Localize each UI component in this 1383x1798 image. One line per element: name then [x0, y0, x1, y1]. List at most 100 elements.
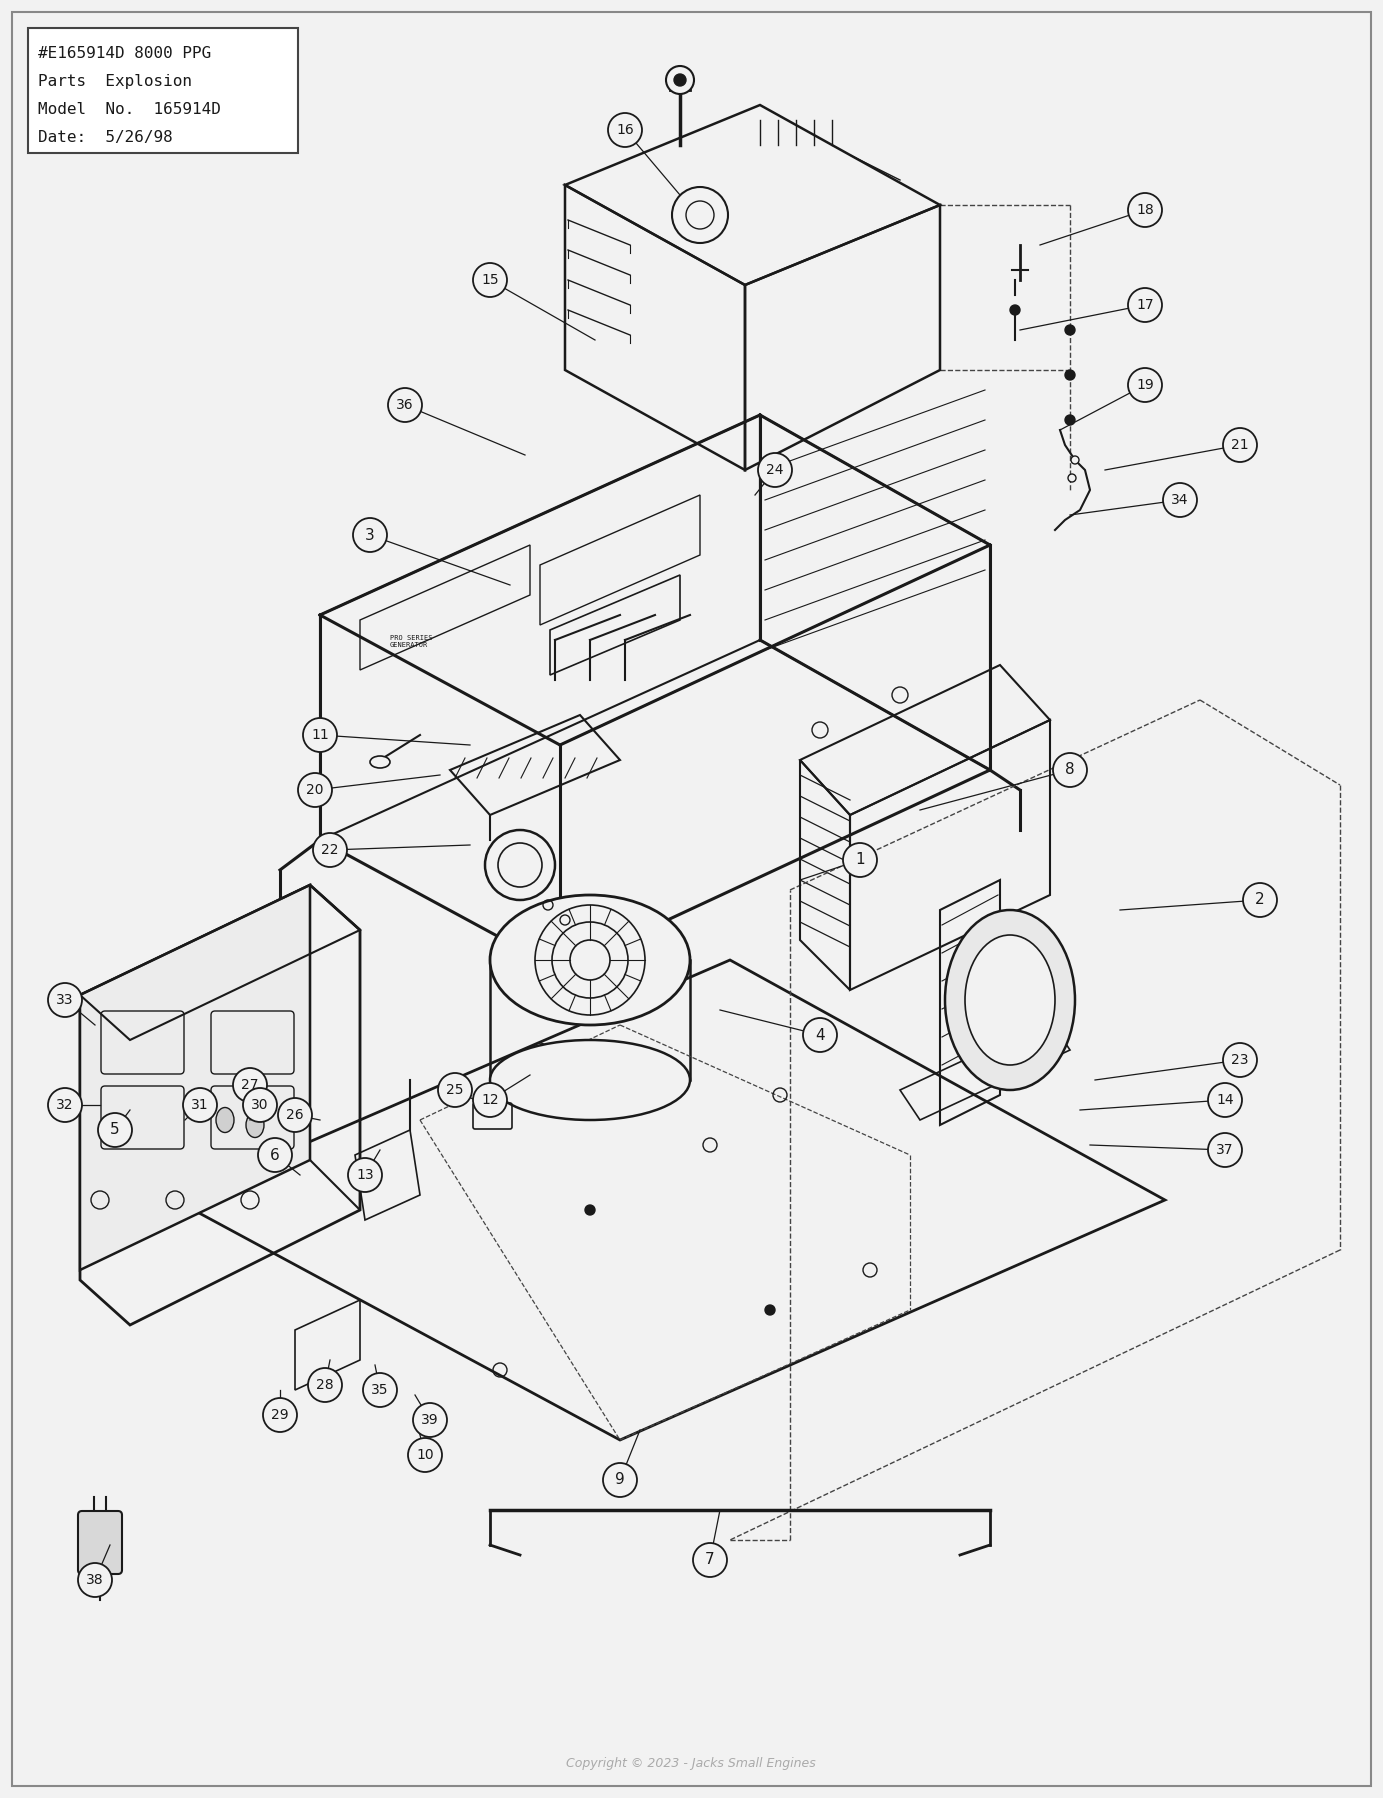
Polygon shape	[80, 885, 310, 1269]
Circle shape	[232, 1068, 267, 1102]
Text: 26: 26	[286, 1108, 304, 1122]
Text: 10: 10	[416, 1447, 434, 1462]
Ellipse shape	[945, 910, 1075, 1090]
Ellipse shape	[490, 1039, 690, 1120]
Text: 16: 16	[615, 122, 633, 137]
Circle shape	[1129, 192, 1162, 227]
Ellipse shape	[216, 1108, 234, 1133]
Circle shape	[585, 1205, 595, 1215]
Text: 5: 5	[111, 1122, 120, 1138]
Circle shape	[77, 1562, 112, 1597]
Circle shape	[353, 518, 387, 552]
Circle shape	[259, 1138, 292, 1172]
Circle shape	[1223, 1043, 1257, 1077]
Text: 9: 9	[615, 1473, 625, 1487]
Text: 28: 28	[317, 1377, 333, 1392]
Text: 17: 17	[1137, 298, 1153, 313]
Circle shape	[667, 67, 694, 93]
Text: 3: 3	[365, 527, 375, 543]
Circle shape	[308, 1368, 342, 1402]
Circle shape	[263, 1399, 297, 1431]
Circle shape	[693, 1543, 727, 1577]
Text: 19: 19	[1135, 378, 1153, 392]
Circle shape	[844, 843, 877, 877]
Circle shape	[349, 1158, 382, 1192]
Circle shape	[1052, 753, 1087, 788]
Ellipse shape	[490, 895, 690, 1025]
Text: 14: 14	[1216, 1093, 1234, 1108]
Circle shape	[674, 74, 686, 86]
Text: 36: 36	[396, 397, 414, 412]
Circle shape	[303, 717, 337, 752]
Circle shape	[1207, 1082, 1242, 1117]
Text: 11: 11	[311, 728, 329, 743]
Circle shape	[1065, 325, 1075, 334]
Circle shape	[362, 1374, 397, 1408]
Text: 4: 4	[815, 1027, 824, 1043]
Ellipse shape	[965, 935, 1055, 1064]
Text: 22: 22	[321, 843, 339, 858]
Text: 37: 37	[1216, 1144, 1234, 1156]
Text: 18: 18	[1135, 203, 1153, 218]
Text: 31: 31	[191, 1099, 209, 1111]
Circle shape	[313, 832, 347, 867]
FancyBboxPatch shape	[28, 29, 297, 153]
Circle shape	[1243, 883, 1277, 917]
Text: 33: 33	[57, 992, 73, 1007]
Circle shape	[1070, 457, 1079, 464]
Text: 13: 13	[357, 1169, 373, 1181]
Text: 1: 1	[855, 852, 864, 867]
Circle shape	[389, 388, 422, 423]
Text: 34: 34	[1171, 493, 1189, 507]
Text: PRO SERIES
GENERATOR: PRO SERIES GENERATOR	[390, 635, 433, 647]
Text: 30: 30	[252, 1099, 268, 1111]
Text: Copyright © 2023 - Jacks Small Engines: Copyright © 2023 - Jacks Small Engines	[566, 1757, 816, 1769]
Circle shape	[1129, 369, 1162, 403]
Circle shape	[243, 1088, 277, 1122]
Circle shape	[672, 187, 727, 243]
Text: #E165914D 8000 PPG: #E165914D 8000 PPG	[37, 47, 212, 61]
Text: 21: 21	[1231, 439, 1249, 451]
Text: Parts  Explosion: Parts Explosion	[37, 74, 192, 88]
Circle shape	[98, 1113, 131, 1147]
Text: 25: 25	[447, 1082, 463, 1097]
Circle shape	[603, 1464, 638, 1498]
Circle shape	[1065, 415, 1075, 424]
Circle shape	[1207, 1133, 1242, 1167]
Text: 38: 38	[86, 1573, 104, 1588]
Text: 12: 12	[481, 1093, 499, 1108]
Circle shape	[804, 1018, 837, 1052]
Text: 35: 35	[371, 1383, 389, 1397]
Circle shape	[278, 1099, 313, 1133]
Circle shape	[1068, 475, 1076, 482]
Circle shape	[48, 984, 82, 1018]
FancyBboxPatch shape	[77, 1510, 122, 1573]
Circle shape	[408, 1438, 443, 1473]
Text: 2: 2	[1256, 892, 1265, 908]
Text: 23: 23	[1231, 1054, 1249, 1066]
Text: 20: 20	[306, 782, 324, 797]
Circle shape	[765, 1305, 774, 1314]
Circle shape	[1065, 370, 1075, 379]
Text: Model  No.  165914D: Model No. 165914D	[37, 102, 221, 117]
Text: 7: 7	[705, 1552, 715, 1568]
Circle shape	[438, 1073, 472, 1108]
Ellipse shape	[246, 1113, 264, 1138]
Text: 29: 29	[271, 1408, 289, 1422]
Ellipse shape	[371, 755, 390, 768]
Text: 39: 39	[422, 1413, 438, 1428]
Circle shape	[1010, 306, 1021, 315]
Text: 8: 8	[1065, 762, 1075, 777]
Circle shape	[609, 113, 642, 147]
Circle shape	[1223, 428, 1257, 462]
Text: Date:  5/26/98: Date: 5/26/98	[37, 129, 173, 146]
Circle shape	[183, 1088, 217, 1122]
Circle shape	[1163, 484, 1198, 518]
Text: 27: 27	[241, 1079, 259, 1091]
Text: 32: 32	[57, 1099, 73, 1111]
Text: 24: 24	[766, 464, 784, 476]
Text: 6: 6	[270, 1147, 279, 1163]
Circle shape	[414, 1402, 447, 1437]
Circle shape	[473, 1082, 508, 1117]
Circle shape	[48, 1088, 82, 1122]
